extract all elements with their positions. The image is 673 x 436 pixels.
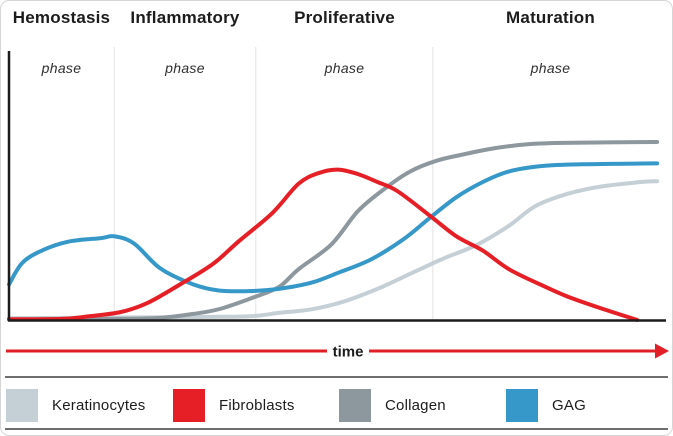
legend-item-gag: GAG <box>506 383 586 427</box>
curve-collagen <box>7 140 660 322</box>
legend-label: Collagen <box>385 396 446 414</box>
phase-sub-label: phase <box>530 60 571 76</box>
phase-sub-label: phase <box>165 60 205 76</box>
legend-label: Fibroblasts <box>219 396 295 414</box>
phase-title: Maturation <box>506 8 595 27</box>
legend-item-collagen: Collagen <box>339 383 446 427</box>
legend-item-keratinocytes: Keratinocytes <box>6 383 145 427</box>
collagen-swatch-icon <box>339 388 371 422</box>
arrow-head-icon <box>655 343 669 359</box>
curve-fibroblasts <box>7 167 640 322</box>
legend-label: GAG <box>552 396 586 414</box>
phase-region-inflammatory: Inflammatory phase <box>114 1 256 91</box>
phase-title: Inflammatory <box>130 8 240 27</box>
keratinocytes-swatch-icon <box>6 388 38 422</box>
phase-region-maturation: Maturation phase <box>433 1 668 91</box>
phase-region-hemostasis: Hemostasis phase <box>9 1 114 91</box>
curve-keratinocytes <box>7 179 660 321</box>
phase-title: Hemostasis <box>12 8 111 27</box>
phase-sub-label: phase <box>324 60 365 76</box>
legend-item-fibroblasts: Fibroblasts <box>173 383 295 427</box>
chart-legend: Keratinocytes Fibroblasts Collagen GAG <box>1 383 672 427</box>
time-axis-label: time <box>333 344 364 361</box>
phase-title: Proliferative <box>294 8 395 27</box>
phase-region-proliferative: Proliferative phase <box>256 1 433 91</box>
phase-sub-label: phase <box>41 60 82 76</box>
separator-top <box>5 376 668 378</box>
separator-bottom <box>5 428 668 430</box>
legend-label: Keratinocytes <box>52 396 146 414</box>
phase-divider-lines <box>113 47 434 320</box>
gag-swatch-icon <box>506 388 538 422</box>
chart-curves <box>7 140 660 322</box>
curve-gag <box>7 161 660 294</box>
time-arrow: time <box>6 343 669 361</box>
fibroblasts-swatch-icon <box>173 388 205 422</box>
